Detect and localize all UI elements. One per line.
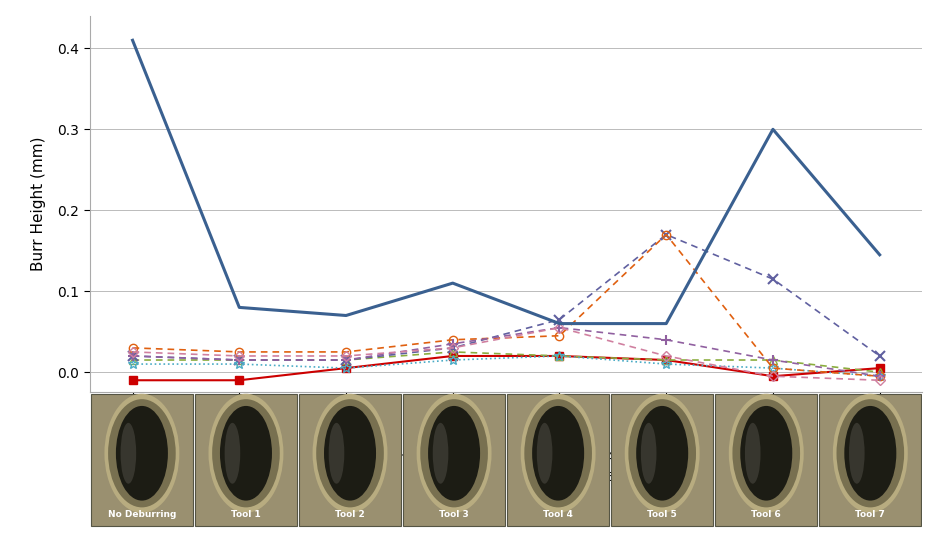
Ellipse shape (312, 394, 388, 513)
Ellipse shape (316, 399, 384, 507)
FancyBboxPatch shape (507, 394, 609, 526)
Ellipse shape (116, 406, 168, 500)
Ellipse shape (728, 394, 804, 513)
Text: Tool 6: Tool 6 (751, 510, 781, 519)
Ellipse shape (836, 399, 904, 507)
Ellipse shape (745, 423, 761, 484)
Ellipse shape (420, 399, 488, 507)
Ellipse shape (740, 406, 792, 500)
Ellipse shape (628, 399, 696, 507)
Ellipse shape (520, 394, 596, 513)
Text: Tool 1: Tool 1 (231, 510, 261, 519)
Ellipse shape (328, 423, 344, 484)
Ellipse shape (640, 423, 657, 484)
Ellipse shape (849, 423, 865, 484)
Ellipse shape (624, 394, 700, 513)
Ellipse shape (432, 423, 448, 484)
Ellipse shape (636, 406, 689, 500)
FancyBboxPatch shape (819, 394, 921, 526)
FancyBboxPatch shape (611, 394, 713, 526)
Ellipse shape (416, 394, 492, 513)
Ellipse shape (104, 394, 180, 513)
Ellipse shape (732, 399, 800, 507)
Y-axis label: Burr Height (mm): Burr Height (mm) (31, 137, 46, 271)
FancyBboxPatch shape (403, 394, 505, 526)
Ellipse shape (536, 423, 552, 484)
Text: Tool 5: Tool 5 (647, 510, 677, 519)
Ellipse shape (212, 399, 280, 507)
Ellipse shape (108, 399, 176, 507)
Text: Tool 2: Tool 2 (335, 510, 365, 519)
FancyBboxPatch shape (195, 394, 297, 526)
Ellipse shape (524, 399, 592, 507)
FancyBboxPatch shape (715, 394, 817, 526)
Text: Tool 4: Tool 4 (543, 510, 573, 519)
Text: Tool 3: Tool 3 (439, 510, 469, 519)
Legend: No deburring, Tool 1, Tool 2, Tool 3, Tool 4, Tool 5, Tool 6, Tool 7: No deburring, Tool 1, Tool 2, Tool 3, To… (306, 451, 707, 483)
Text: No Deburring: No Deburring (108, 510, 176, 519)
Ellipse shape (845, 406, 897, 500)
Ellipse shape (428, 406, 480, 500)
Ellipse shape (208, 394, 284, 513)
FancyBboxPatch shape (91, 394, 193, 526)
Ellipse shape (532, 406, 585, 500)
Ellipse shape (832, 394, 908, 513)
Ellipse shape (219, 406, 272, 500)
Text: Tool 7: Tool 7 (855, 510, 885, 519)
FancyBboxPatch shape (299, 394, 401, 526)
Ellipse shape (224, 423, 240, 484)
Ellipse shape (120, 423, 136, 484)
Ellipse shape (324, 406, 377, 500)
